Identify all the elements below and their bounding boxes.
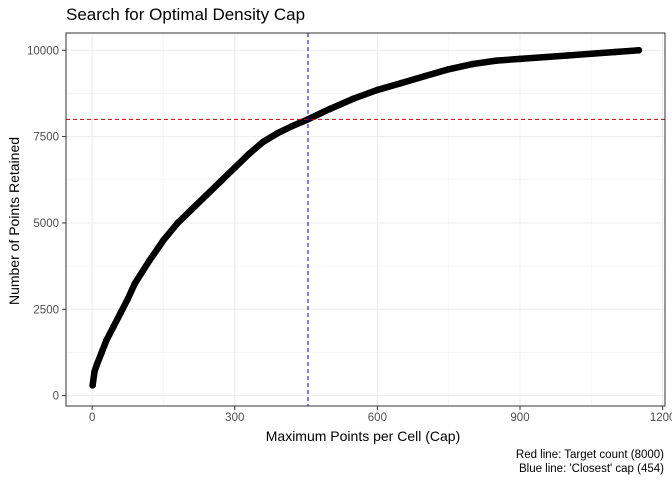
data-point <box>445 65 452 73</box>
data-point <box>188 205 196 213</box>
y-axis-ticks: 0 2500 5000 7500 10000 <box>27 45 66 403</box>
data-point <box>492 57 500 64</box>
data-point <box>145 257 153 265</box>
y-tick-label: 5000 <box>33 218 59 230</box>
data-point <box>259 138 267 146</box>
x-tick-label: 300 <box>225 412 244 424</box>
y-tick-label: 7500 <box>33 132 59 144</box>
y-axis-label: Number of Points Retained <box>6 137 22 305</box>
reference-lines <box>66 33 665 406</box>
data-point <box>421 72 429 80</box>
data-point <box>288 122 296 130</box>
data-point <box>110 323 117 330</box>
minor-gridlines <box>66 33 665 406</box>
data-point <box>274 129 281 137</box>
data-point <box>131 280 139 287</box>
x-tick-label: 600 <box>368 412 387 424</box>
data-point <box>245 150 253 158</box>
data-point <box>217 178 224 185</box>
data-point <box>231 164 239 171</box>
data-point <box>174 219 182 227</box>
data-point <box>98 349 105 356</box>
data-point <box>350 95 357 102</box>
data-point <box>103 337 110 344</box>
x-axis-label: Maximum Points per Cell (Cap) <box>266 428 461 444</box>
data-point <box>326 105 334 113</box>
data-point <box>397 79 405 87</box>
data-point <box>635 46 643 54</box>
data-point <box>374 86 381 94</box>
data-point <box>202 192 210 199</box>
chart-title: Search for Optimal Density Cap <box>66 5 305 24</box>
caption-blue-line: Blue line: 'Closest' cap (454) <box>519 463 664 475</box>
caption-red-line: Red line: Target count (8000) <box>516 449 664 461</box>
y-tick-label: 2500 <box>33 304 59 316</box>
data-point <box>91 368 98 375</box>
data-point <box>611 48 619 56</box>
y-tick-label: 10000 <box>27 45 59 57</box>
data-point <box>469 60 476 68</box>
major-gridlines <box>66 33 665 406</box>
data-point <box>160 236 167 244</box>
panel-border <box>65 32 666 407</box>
y-tick-label: 0 <box>53 391 59 403</box>
data-point <box>93 361 101 368</box>
x-tick-label: 900 <box>510 412 529 424</box>
data-point <box>89 381 96 389</box>
x-tick-label: 0 <box>89 412 95 424</box>
data-point <box>516 55 524 63</box>
data-point <box>564 52 571 59</box>
data-point <box>124 295 132 303</box>
data-point <box>117 309 124 317</box>
data-series <box>89 46 643 389</box>
